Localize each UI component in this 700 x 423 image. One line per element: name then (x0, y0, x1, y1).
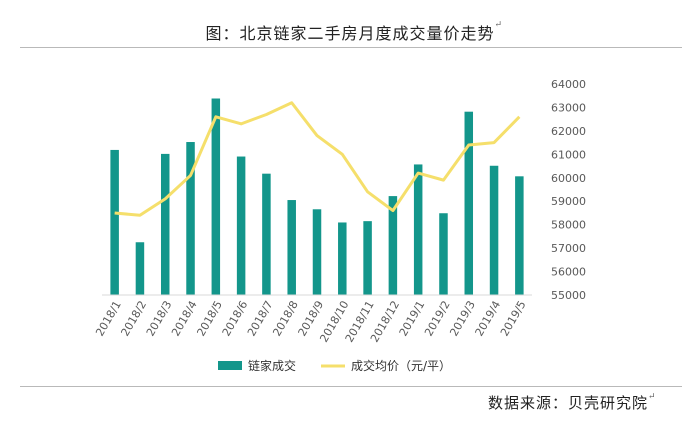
data-source: 数据来源：贝壳研究院 ↵ (487, 392, 657, 412)
bar-2018/7 (262, 173, 271, 295)
y-tick-label: 59000 (551, 195, 586, 208)
paragraph-mark: ↵ (494, 20, 504, 30)
bar-2019/4 (489, 165, 499, 295)
bar-2019/5 (515, 176, 524, 295)
price-line (114, 101, 521, 217)
legend-label-line: 成交均价（元/平） (351, 358, 451, 373)
y-tick-label: 64000 (551, 78, 586, 91)
y-tick-labels: 55000 56000 57000 58000 59000 60000 61000 62000… (551, 78, 586, 302)
bottom-divider (20, 386, 682, 387)
legend-label-bars: 链家成交 (248, 358, 296, 373)
bar-2019/1 (413, 164, 423, 295)
bar-2019/3 (464, 111, 474, 295)
y-tick-label: 58000 (551, 219, 586, 232)
y-tick-label: 55000 (551, 289, 586, 302)
legend: 链家成交 成交均价（元/平） (218, 358, 451, 373)
top-divider (20, 47, 682, 48)
bar-2018/8 (287, 200, 296, 295)
x-tick-label: 2019/5 (498, 299, 529, 339)
bar-2019/2 (439, 213, 448, 295)
x-tick-labels: 2018/12018/22018/32018/42018/52018/62018… (93, 299, 528, 345)
bar-2018/10 (338, 222, 347, 295)
bar-2018/11 (363, 221, 372, 295)
chart-title: 图：北京链家二手房月度成交量价走势 ↵ (205, 20, 504, 43)
y-tick-label: 62000 (551, 125, 586, 138)
y-tick-label: 56000 (551, 266, 586, 279)
bar-2018/5 (211, 98, 221, 295)
bar-2018/3 (160, 153, 170, 295)
y-tick-label: 61000 (551, 148, 586, 161)
bar-2018/4 (186, 142, 195, 295)
bar-2018/2 (135, 242, 145, 295)
paragraph-mark: ↵ (648, 392, 657, 402)
legend-swatch-bars (218, 361, 242, 370)
bar-2018/6 (236, 156, 246, 295)
y-tick-label: 63000 (551, 101, 586, 114)
bar-2018/12 (388, 196, 398, 295)
bar-2018/9 (312, 209, 322, 295)
bar-series (110, 98, 524, 295)
bar-2018/1 (110, 149, 119, 295)
y-tick-label: 60000 (551, 172, 586, 185)
y-tick-label: 57000 (551, 242, 586, 255)
